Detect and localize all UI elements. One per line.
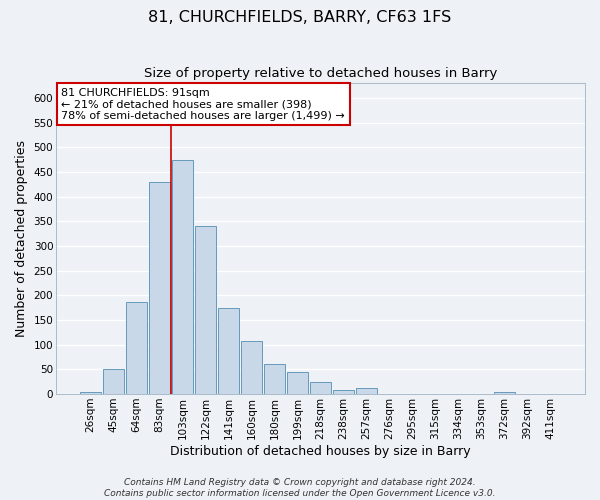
Bar	[149, 182, 170, 394]
Bar	[356, 388, 377, 394]
Bar	[80, 392, 101, 394]
Bar	[126, 302, 147, 394]
X-axis label: Distribution of detached houses by size in Barry: Distribution of detached houses by size …	[170, 444, 471, 458]
Bar	[172, 160, 193, 394]
Bar	[241, 341, 262, 394]
Bar	[264, 364, 285, 394]
Y-axis label: Number of detached properties: Number of detached properties	[15, 140, 28, 337]
Text: 81, CHURCHFIELDS, BARRY, CF63 1FS: 81, CHURCHFIELDS, BARRY, CF63 1FS	[148, 10, 452, 25]
Title: Size of property relative to detached houses in Barry: Size of property relative to detached ho…	[144, 68, 497, 80]
Text: Contains HM Land Registry data © Crown copyright and database right 2024.
Contai: Contains HM Land Registry data © Crown c…	[104, 478, 496, 498]
Text: 81 CHURCHFIELDS: 91sqm
← 21% of detached houses are smaller (398)
78% of semi-de: 81 CHURCHFIELDS: 91sqm ← 21% of detached…	[61, 88, 345, 121]
Bar	[103, 370, 124, 394]
Bar	[333, 390, 354, 394]
Bar	[494, 392, 515, 394]
Bar	[310, 382, 331, 394]
Bar	[287, 372, 308, 394]
Bar	[218, 308, 239, 394]
Bar	[195, 226, 216, 394]
